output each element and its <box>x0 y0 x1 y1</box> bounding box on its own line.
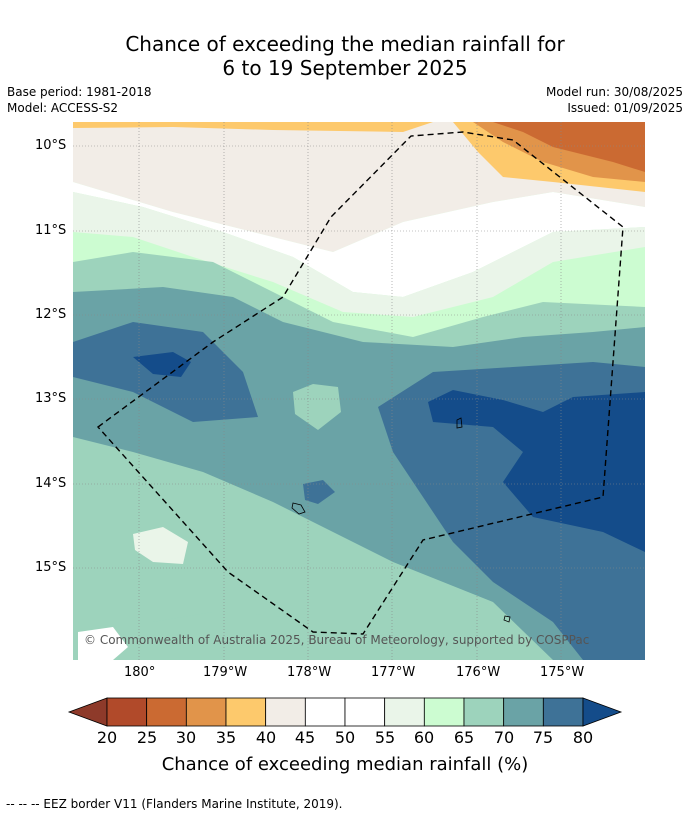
rainfall-map <box>73 122 645 660</box>
cbar-tick: 50 <box>334 728 356 747</box>
graticule <box>73 122 645 660</box>
cbar-extend-low <box>67 697 108 727</box>
lon-label: 177°W <box>371 665 416 680</box>
colorbar <box>67 697 623 727</box>
model-name: Model: ACCESS-S2 <box>7 101 119 115</box>
band-25 <box>493 122 645 172</box>
cbar-tick: 70 <box>493 728 515 747</box>
cbar-tick: 80 <box>572 728 594 747</box>
lat-label: 15°S <box>35 560 67 575</box>
cbar-extend-high <box>582 697 623 727</box>
lat-label: 10°S <box>35 138 67 153</box>
lon-label: 175°W <box>540 665 585 680</box>
cbar-tick: 30 <box>175 728 197 747</box>
lat-label: 13°S <box>35 391 67 406</box>
colorbar-title: Chance of exceeding median rainfall (%) <box>161 754 529 775</box>
cbar-tick: 25 <box>136 728 158 747</box>
cbar-box <box>344 697 386 727</box>
cbar-box <box>384 697 425 727</box>
cbar-tick: 65 <box>453 728 475 747</box>
lon-label: 179°W <box>203 665 248 680</box>
cbar-box <box>423 697 465 727</box>
eez-legend-note: -- -- -- EEZ border V11 (Flanders Marine… <box>6 797 343 811</box>
band-80-small <box>133 352 191 377</box>
band-55 <box>73 192 645 317</box>
cbar-box <box>304 697 346 727</box>
cbar-tick: 75 <box>532 728 554 747</box>
lat-label: 14°S <box>35 476 67 491</box>
issued-date: Issued: 01/09/2025 <box>567 101 683 115</box>
copyright-note: © Commonwealth of Australia 2025, Bureau… <box>84 633 590 647</box>
map-panel[interactable]: © Commonwealth of Australia 2025, Bureau… <box>73 122 645 660</box>
cbar-box <box>146 697 187 727</box>
lat-label: 11°S <box>35 223 67 238</box>
title-line-2: 6 to 19 September 2025 <box>222 56 468 80</box>
cbar-tick: 60 <box>413 728 435 747</box>
band-50 <box>73 182 645 297</box>
lon-label: 180° <box>124 665 156 680</box>
cbar-tick: 35 <box>215 728 237 747</box>
lon-label: 178°W <box>287 665 332 680</box>
island-2 <box>291 502 306 515</box>
patch-65-left <box>73 562 133 602</box>
patch-75 <box>303 480 335 504</box>
cbar-box <box>185 697 227 727</box>
patch-65-bottom <box>153 612 313 660</box>
lon-label: 176°W <box>456 665 501 680</box>
cbar-tick: 45 <box>294 728 316 747</box>
cbar-box <box>503 697 544 727</box>
cbar-box <box>463 697 505 727</box>
island-1 <box>456 417 463 429</box>
band-80 <box>428 390 645 552</box>
eez-border <box>96 131 624 635</box>
cbar-tick: 55 <box>374 728 396 747</box>
lat-label: 12°S <box>35 307 67 322</box>
patch-white-bottom <box>78 627 128 660</box>
cbar-tick: 40 <box>255 728 277 747</box>
model-run: Model run: 30/08/2025 <box>545 85 683 99</box>
title-line-1: Chance of exceeding the median rainfall … <box>125 32 565 56</box>
base-period: Base period: 1981-2018 <box>7 85 152 99</box>
patch-70 <box>293 384 341 430</box>
cbar-box <box>225 697 267 727</box>
island-3 <box>503 615 511 623</box>
cbar-tick: 20 <box>96 728 118 747</box>
band-35-top <box>73 122 433 132</box>
patch-55 <box>133 527 188 564</box>
cbar-box <box>106 697 148 727</box>
cbar-box <box>542 697 584 727</box>
cbar-box <box>265 697 306 727</box>
